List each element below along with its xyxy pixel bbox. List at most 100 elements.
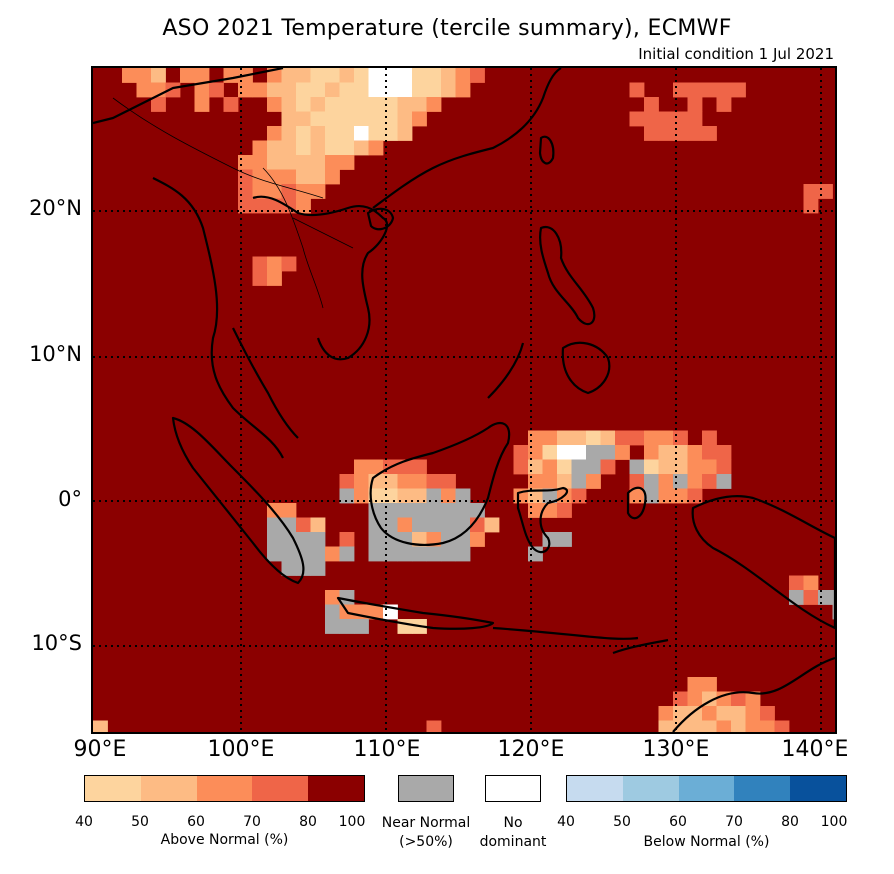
forecast-cell (426, 503, 442, 518)
map-background (93, 68, 835, 732)
forecast-cell (412, 517, 427, 533)
forecast-cell (296, 82, 311, 98)
forecast-cell (586, 459, 601, 475)
forecast-cell (397, 488, 413, 504)
forecast-cell (629, 474, 645, 489)
sumatra (171, 416, 305, 585)
forecast-cell (252, 184, 268, 199)
near-normal-label-2: (>50%) (399, 834, 453, 850)
forecast-cell (455, 82, 471, 98)
forecast-cell (339, 126, 355, 141)
forecast-cell (687, 474, 703, 489)
forecast-cell (513, 459, 529, 475)
forecast-cell (557, 459, 572, 475)
forecast-cell (368, 459, 384, 475)
forecast-cell (716, 445, 732, 460)
forecast-cell (644, 111, 659, 127)
forecast-cell (571, 459, 587, 475)
forecast-cell (281, 503, 297, 518)
below-swatch-70 (734, 776, 791, 801)
forecast-cell (426, 546, 442, 562)
above-normal-colorbar (84, 775, 365, 802)
forecast-cell (716, 720, 732, 732)
forecast-cell (325, 97, 340, 112)
lat-label-10s: 10°S (31, 631, 82, 655)
forecast-cell (136, 68, 152, 83)
below-swatch-60 (678, 776, 735, 801)
forecast-cell (354, 474, 369, 489)
lon-label-130e: 130°E (642, 737, 710, 762)
forecast-cell (281, 68, 297, 83)
forecast-cell (441, 474, 456, 489)
forecast-cell (702, 720, 717, 732)
forecast-cell (687, 691, 703, 707)
forecast-cell (368, 97, 384, 112)
indochina-coast (252, 195, 389, 361)
forecast-cell (267, 271, 282, 286)
forecast-cell (281, 546, 297, 562)
forecast-cell (441, 503, 456, 518)
forecast-cell (383, 488, 398, 504)
forecast-cell (267, 68, 282, 83)
forecast-cell (818, 184, 833, 199)
forecast-cell (426, 720, 442, 732)
forecast-cell (339, 546, 355, 562)
forecast-cell (383, 111, 398, 127)
forecast-cell (774, 720, 790, 732)
forecast-cell (629, 111, 645, 127)
forecast-cell (644, 459, 659, 475)
forecast-cell (296, 198, 311, 214)
forecast-cell (180, 68, 195, 83)
forecast-cell (702, 126, 717, 141)
forecast-cell (223, 68, 239, 83)
forecast-cell (194, 97, 210, 112)
forecast-cell (673, 488, 688, 504)
forecast-cell (122, 68, 137, 83)
forecast-cell (267, 97, 282, 112)
forecast-cell (702, 430, 717, 446)
forecast-cell (629, 82, 645, 98)
forecast-cell (673, 459, 688, 475)
forecast-cell (281, 561, 297, 576)
forecast-cell (412, 111, 427, 127)
forecast-cell (644, 97, 659, 112)
forecast-cell (687, 720, 703, 732)
forecast-cell (528, 445, 543, 460)
forecast-cell (397, 546, 413, 562)
forecast-cell (252, 198, 268, 214)
forecast-cell (658, 720, 674, 732)
above-swatch-70 (252, 776, 309, 801)
forecast-cell (687, 82, 703, 98)
forecast-cell (281, 111, 297, 127)
no-dominant-swatch (485, 775, 541, 802)
forecast-cell (397, 111, 413, 127)
forecast-cell (731, 720, 746, 732)
forecast-cell (296, 140, 311, 156)
above-swatch-80 (308, 776, 364, 801)
forecast-cell (310, 82, 326, 98)
forecast-cell (644, 430, 659, 446)
mainland-coast (93, 68, 284, 125)
forecast-cell (760, 706, 775, 721)
forecast-cell (542, 445, 558, 460)
below-swatch-40 (567, 776, 623, 801)
near-normal-swatch (398, 775, 454, 802)
sulawesi (516, 486, 569, 554)
forecast-cell (629, 488, 645, 504)
forecast-cell (615, 445, 630, 460)
forecast-cell (368, 546, 384, 562)
forecast-cell (296, 97, 311, 112)
forecast-cell (716, 97, 732, 112)
forecast-cell (325, 604, 340, 620)
halmahera (626, 486, 647, 520)
mainland-coast-south (152, 177, 284, 459)
forecast-cell (325, 169, 340, 185)
forecast-cell (658, 474, 674, 489)
forecast-cell (281, 517, 297, 533)
forecast-cell (702, 445, 717, 460)
forecast-cell (194, 82, 210, 98)
forecast-cell (354, 82, 369, 98)
forecast-cell (267, 546, 282, 562)
forecast-cell (354, 140, 369, 156)
forecast-cell (673, 720, 688, 732)
